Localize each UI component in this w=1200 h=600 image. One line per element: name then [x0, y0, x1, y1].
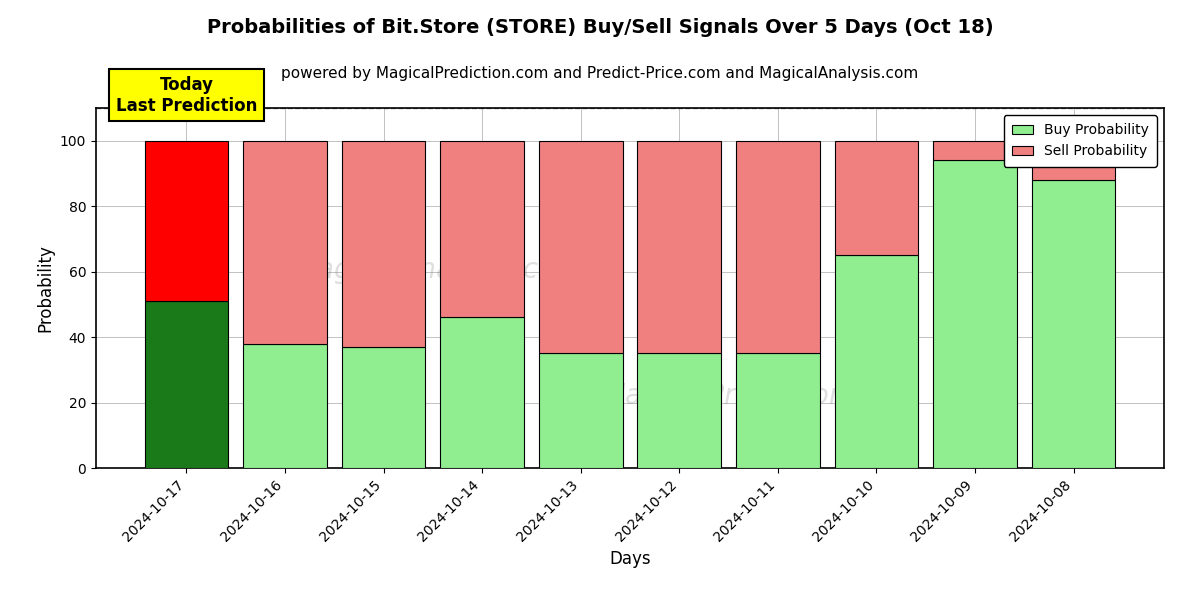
Bar: [637, 353, 721, 468]
Bar: [834, 255, 918, 468]
Bar: [342, 141, 426, 347]
Bar: [637, 141, 721, 353]
Bar: [736, 353, 820, 468]
Text: MagicalPrediction.com: MagicalPrediction.com: [601, 382, 914, 410]
Bar: [539, 353, 623, 468]
Bar: [934, 141, 1016, 160]
Bar: [440, 141, 524, 317]
Bar: [244, 141, 326, 344]
Text: Probabilities of Bit.Store (STORE) Buy/Sell Signals Over 5 Days (Oct 18): Probabilities of Bit.Store (STORE) Buy/S…: [206, 18, 994, 37]
Text: powered by MagicalPrediction.com and Predict-Price.com and MagicalAnalysis.com: powered by MagicalPrediction.com and Pre…: [281, 66, 919, 81]
Bar: [440, 317, 524, 468]
Bar: [539, 141, 623, 353]
Legend: Buy Probability, Sell Probability: Buy Probability, Sell Probability: [1003, 115, 1157, 167]
Text: Today
Last Prediction: Today Last Prediction: [115, 76, 257, 115]
Bar: [244, 344, 326, 468]
Text: MagicalAnalysis.com: MagicalAnalysis.com: [293, 256, 582, 284]
Bar: [736, 141, 820, 353]
Bar: [934, 160, 1016, 468]
Bar: [1032, 141, 1116, 180]
Bar: [1032, 180, 1116, 468]
Bar: [834, 141, 918, 255]
Bar: [144, 301, 228, 468]
Bar: [342, 347, 426, 468]
X-axis label: Days: Days: [610, 550, 650, 568]
Bar: [144, 141, 228, 301]
Y-axis label: Probability: Probability: [36, 244, 54, 332]
